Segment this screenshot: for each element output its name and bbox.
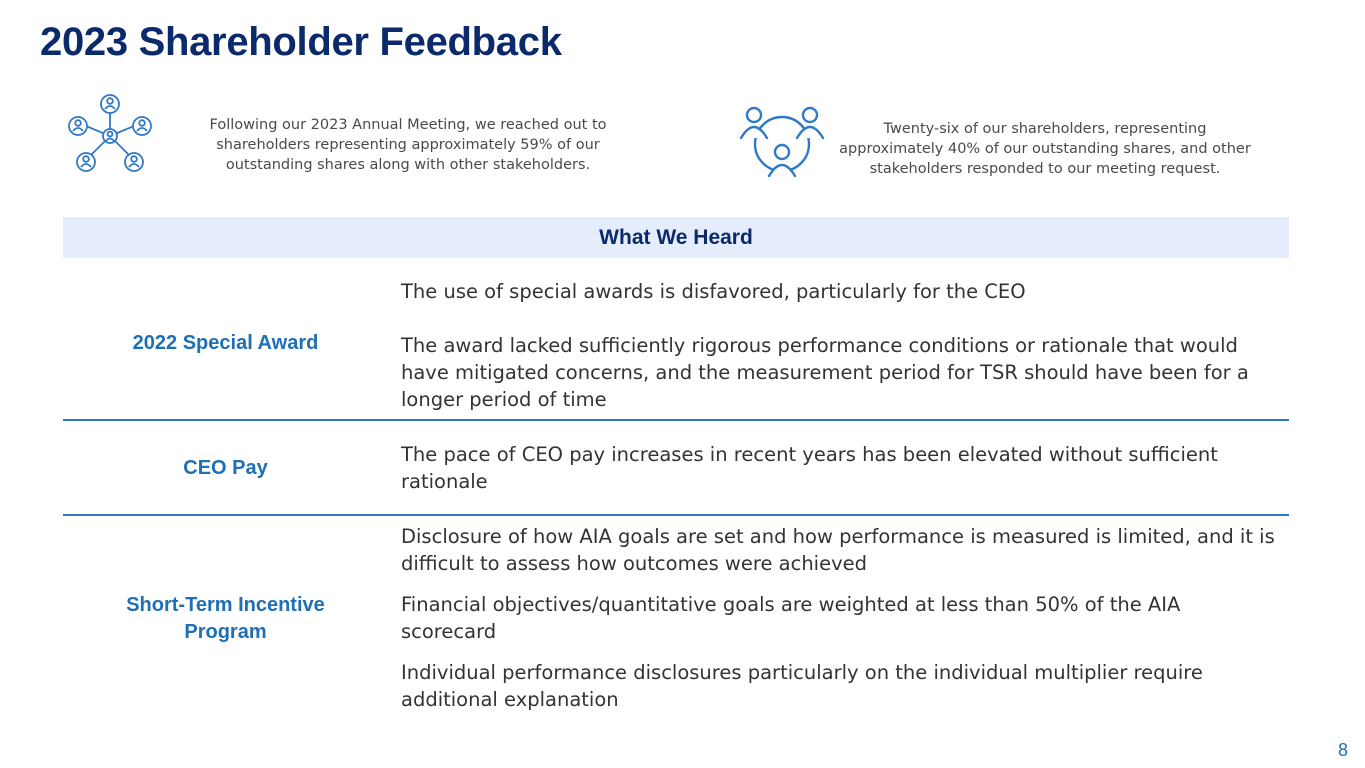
row-feedback: The use of special awards is disfavored,… xyxy=(401,278,1276,413)
table-header: What We Heard xyxy=(63,217,1289,258)
page-number: 8 xyxy=(1337,740,1348,760)
row-divider xyxy=(63,419,1289,421)
feedback-item: Disclosure of how AIA goals are set and … xyxy=(401,525,1275,575)
row-feedback: Disclosure of how AIA goals are set and … xyxy=(401,523,1276,713)
feedback-item: The use of special awards is disfavored,… xyxy=(401,280,1026,303)
outreach-summary: Following our 2023 Annual Meeting, we re… xyxy=(209,117,607,173)
feedback-item: The award lacked sufficiently rigorous p… xyxy=(401,334,1249,411)
table-row: CEO Pay The pace of CEO pay increases in… xyxy=(63,421,1289,515)
response-summary: Twenty-six of our shareholders, represen… xyxy=(839,121,1251,177)
feedback-item: The pace of CEO pay increases in recent … xyxy=(401,443,1218,493)
row-label-ceo-pay: CEO Pay xyxy=(183,456,268,479)
table-row: Short-Term Incentive Program Disclosure … xyxy=(63,516,1289,721)
row-label-special-award: 2022 Special Award xyxy=(132,331,319,354)
people-group-icon xyxy=(739,106,825,178)
row-divider xyxy=(63,514,1289,516)
feedback-item: Financial objectives/quantitative goals … xyxy=(401,593,1181,643)
table-row: 2022 Special Award The use of special aw… xyxy=(63,268,1289,418)
row-label-short-term-incentive: Short-Term Incentive Program xyxy=(126,593,325,643)
page-title: 2023 Shareholder Feedback xyxy=(40,20,562,64)
shareholder-network-icon xyxy=(68,94,152,172)
row-feedback: The pace of CEO pay increases in recent … xyxy=(401,441,1276,495)
feedback-item: Individual performance disclosures parti… xyxy=(401,661,1203,711)
